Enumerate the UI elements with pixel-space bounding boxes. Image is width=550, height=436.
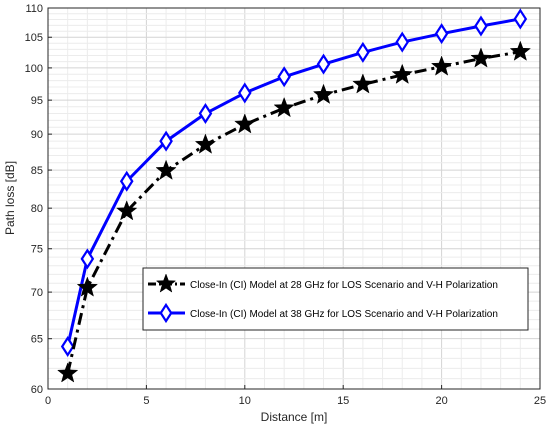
x-tick-label: 10 [239,395,251,407]
y-tick-label: 95 [31,95,43,107]
x-tick-label: 5 [143,395,149,407]
y-tick-label: 80 [31,203,43,215]
legend-label: Close-In (CI) Model at 38 GHz for LOS Sc… [190,309,498,320]
x-tick-label: 15 [337,395,349,407]
legend-box [143,268,528,330]
y-tick-label: 70 [31,287,43,299]
y-tick-label: 105 [25,32,43,44]
y-tick-label: 60 [31,384,43,396]
y-tick-label: 110 [25,3,43,15]
y-axis-title: Path loss [dB] [3,161,17,235]
legend: Close-In (CI) Model at 28 GHz for LOS Sc… [143,268,528,330]
legend-label: Close-In (CI) Model at 28 GHz for LOS Sc… [190,280,498,291]
x-tick-label: 0 [45,395,51,407]
y-tick-label: 75 [31,244,43,256]
plot-background [48,8,540,389]
x-tick-label: 25 [534,395,546,407]
y-tick-label: 90 [31,129,43,141]
y-tick-label: 85 [31,165,43,177]
x-axis-title: Distance [m] [261,410,328,424]
y-tick-label: 100 [25,63,43,75]
y-tick-label: 65 [31,334,43,346]
x-tick-label: 20 [435,395,447,407]
